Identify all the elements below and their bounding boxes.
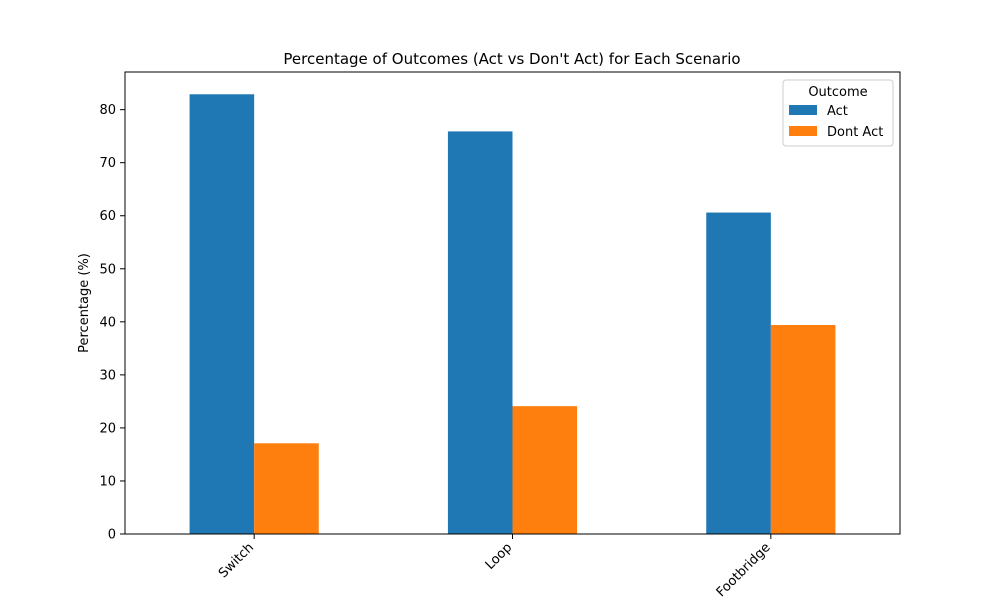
legend-label: Act xyxy=(827,104,848,119)
y-tick-label: 50 xyxy=(99,262,116,277)
bar-act-switch xyxy=(189,94,255,535)
y-tick-label: 30 xyxy=(99,368,116,383)
bar-dont-act-switch xyxy=(254,443,319,534)
legend: Outcome Act Dont Act xyxy=(782,79,894,147)
y-tick-label: 0 xyxy=(108,528,116,543)
y-axis-label: Percentage (%) xyxy=(77,253,92,353)
bar-act-footbridge xyxy=(706,212,771,535)
y-tick-label: 70 xyxy=(99,156,116,171)
x-tick-label-footbridge: Footbridge xyxy=(714,540,774,600)
legend-swatch xyxy=(789,126,817,136)
bar-dont-act-loop xyxy=(512,406,578,534)
legend-title: Outcome xyxy=(808,85,867,100)
bar-act-loop xyxy=(447,131,513,534)
legend-label: Dont Act xyxy=(827,125,883,140)
legend-swatch xyxy=(789,105,817,115)
y-tick-label: 20 xyxy=(99,421,116,436)
x-tick-label-loop: Loop xyxy=(483,540,516,573)
chart-title: Percentage of Outcomes (Act vs Don't Act… xyxy=(283,50,740,68)
y-tick-label: 80 xyxy=(99,103,116,118)
y-tick-label: 40 xyxy=(99,315,116,330)
y-tick-label: 10 xyxy=(99,474,116,489)
x-tick-label-switch: Switch xyxy=(216,540,257,581)
y-tick-label: 60 xyxy=(99,209,116,224)
bars-group xyxy=(189,94,836,535)
y-axis: 0 10 20 30 40 50 60 70 80 xyxy=(99,103,125,543)
x-axis: Switch Loop Footbridge xyxy=(216,534,774,600)
legend-items: Act Dont Act xyxy=(789,104,883,140)
bar-dont-act-footbridge xyxy=(770,325,836,534)
